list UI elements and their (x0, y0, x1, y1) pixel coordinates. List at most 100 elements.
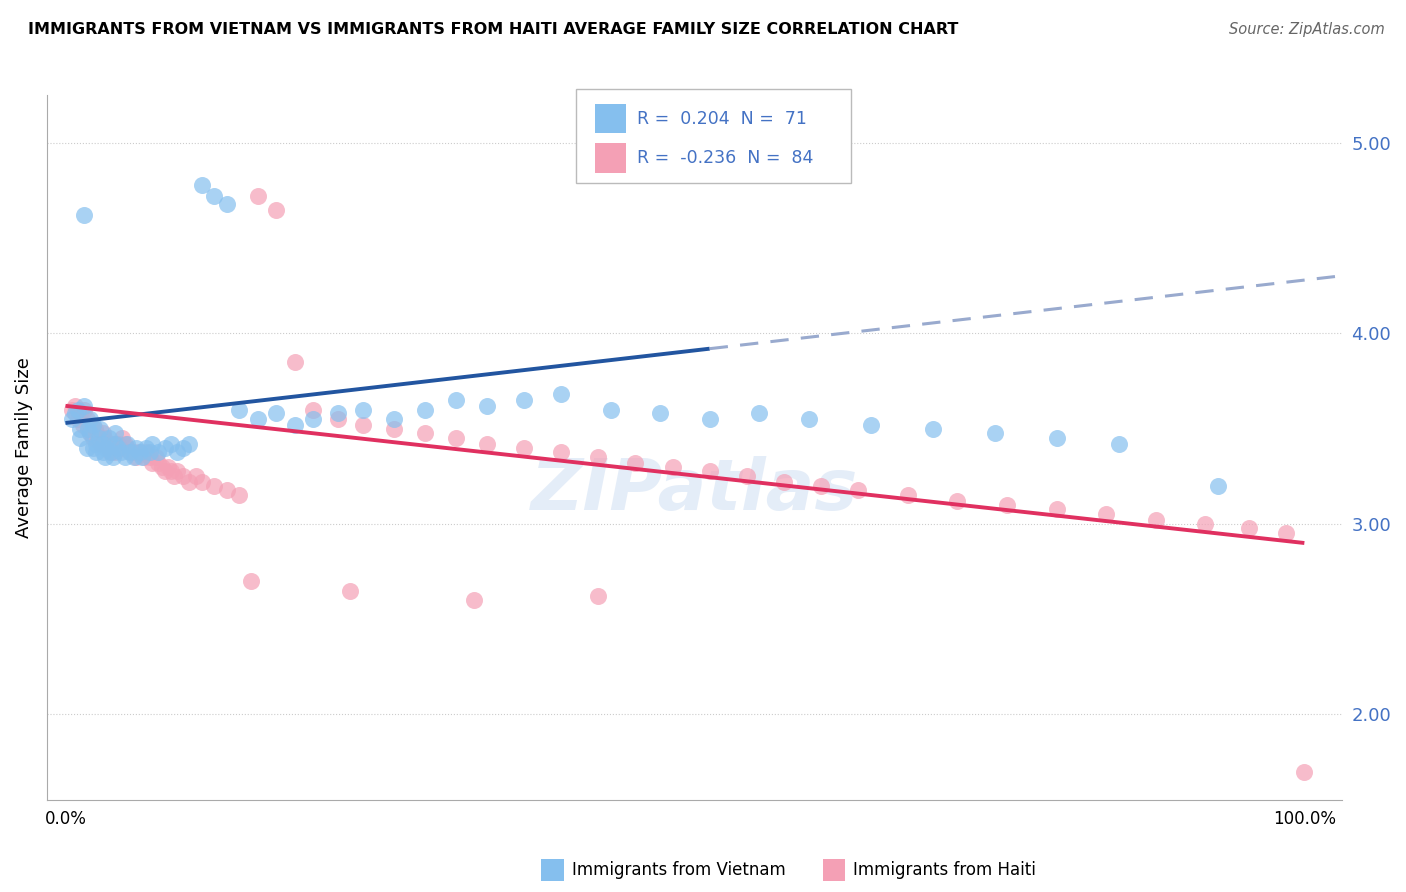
Point (413, 402, 436, 417)
Point (141, 437, 163, 451)
Point (661, 459, 683, 474)
Point (246, 189, 269, 203)
Text: R =  -0.236  N =  84: R = -0.236 N = 84 (637, 149, 813, 167)
Point (66, 402, 89, 417)
Point (797, 412, 820, 426)
Point (326, 407, 349, 421)
Point (79, 425, 101, 440)
Point (228, 402, 250, 417)
Point (202, 479, 225, 493)
Point (190, 178, 212, 192)
Point (107, 441, 129, 455)
Point (352, 402, 374, 417)
Point (122, 450, 145, 465)
Point (179, 437, 201, 451)
Point (118, 444, 141, 458)
Point (148, 456, 170, 470)
Point (302, 412, 325, 426)
Point (302, 402, 325, 417)
Point (444, 393, 467, 408)
Point (153, 441, 176, 455)
Point (117, 437, 139, 451)
Point (128, 444, 150, 458)
Point (138, 444, 160, 458)
Point (65, 407, 87, 421)
Point (190, 475, 212, 489)
Point (89, 422, 111, 436)
Point (599, 402, 621, 417)
Point (475, 437, 498, 451)
Y-axis label: Average Family Size: Average Family Size (15, 358, 32, 538)
Point (138, 450, 160, 465)
Point (76, 412, 98, 426)
Point (735, 469, 758, 483)
Point (166, 464, 188, 478)
Point (101, 437, 124, 451)
Point (122, 444, 145, 458)
Point (382, 412, 405, 426)
Point (513, 441, 536, 455)
Point (202, 189, 225, 203)
Point (1274, 526, 1296, 541)
Point (84, 422, 107, 436)
Point (76, 422, 98, 436)
Point (73, 399, 96, 413)
Point (624, 456, 647, 470)
Point (101, 450, 124, 465)
Point (550, 387, 572, 401)
Point (550, 444, 572, 458)
Point (513, 393, 536, 408)
Point (228, 488, 250, 502)
Point (104, 437, 127, 451)
Point (1237, 521, 1260, 535)
Point (184, 469, 207, 483)
Point (240, 574, 263, 588)
Point (1194, 516, 1216, 531)
Point (264, 202, 287, 217)
Point (748, 407, 770, 421)
Point (91, 444, 114, 458)
Point (125, 441, 148, 455)
Point (650, 407, 672, 421)
Point (284, 355, 307, 369)
Point (1294, 764, 1316, 779)
Point (89, 437, 111, 451)
Point (166, 444, 188, 458)
Point (73, 402, 96, 417)
Point (104, 444, 127, 458)
Point (475, 399, 498, 413)
Point (145, 450, 167, 465)
Point (859, 417, 882, 432)
Point (60, 402, 83, 417)
Point (114, 437, 136, 451)
Point (132, 450, 155, 465)
Point (1144, 513, 1167, 527)
Point (82, 431, 104, 445)
Point (117, 441, 139, 455)
Point (135, 444, 157, 458)
Point (60, 412, 83, 426)
Point (128, 444, 150, 458)
Point (118, 444, 141, 458)
Point (810, 479, 832, 493)
Point (326, 412, 349, 426)
Point (79, 412, 101, 426)
Text: ZIPatlas: ZIPatlas (530, 456, 858, 524)
Point (86, 437, 108, 451)
Point (98, 444, 121, 458)
Point (413, 425, 436, 440)
Point (141, 456, 163, 470)
Point (699, 464, 721, 478)
Point (215, 483, 238, 497)
Point (172, 469, 194, 483)
Point (1045, 431, 1067, 445)
Point (159, 437, 181, 451)
Point (150, 459, 173, 474)
Point (82, 441, 104, 455)
Point (382, 422, 405, 436)
Point (94, 450, 117, 465)
Text: Immigrants from Vietnam: Immigrants from Vietnam (572, 861, 786, 879)
Point (69, 407, 91, 421)
Point (86, 444, 108, 458)
Point (73, 208, 96, 222)
